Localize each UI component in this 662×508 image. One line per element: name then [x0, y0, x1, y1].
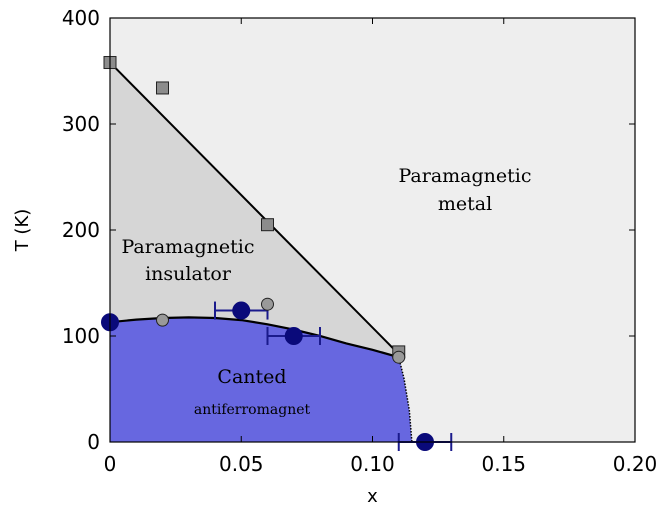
- gray-circle-marker: [156, 313, 169, 327]
- x-tick-label: 0: [104, 452, 117, 476]
- x-axis-label: x: [367, 486, 378, 507]
- square-marker: [156, 81, 169, 95]
- insulator-metal-boundary: [110, 61, 400, 355]
- region-label: antiferromagnet: [194, 402, 311, 418]
- region-label: insulator: [145, 263, 232, 285]
- y-axis-label: T (K): [12, 209, 33, 253]
- x-tick-label: 0.20: [613, 452, 658, 476]
- y-tick-label: 100: [62, 324, 100, 348]
- region-label: metal: [438, 193, 492, 215]
- gray-circle-marker: [261, 297, 274, 311]
- x-tick-label: 0.10: [350, 452, 395, 476]
- gray-circle-marker: [392, 350, 406, 364]
- y-tick-label: 200: [62, 218, 100, 242]
- y-tick-label: 300: [62, 112, 100, 136]
- y-tick-label: 400: [62, 6, 100, 30]
- region-label: Paramagnetic: [121, 236, 254, 258]
- y-tick-label: 0: [87, 430, 100, 454]
- canted-afm-region: [110, 317, 412, 442]
- x-tick-label: 0.05: [219, 452, 264, 476]
- x-tick-label: 0.15: [481, 452, 526, 476]
- square-marker: [261, 218, 274, 232]
- afm-dotted-boundary: [397, 357, 413, 442]
- navy-circle-marker: [232, 301, 251, 320]
- region-label: Paramagnetic: [398, 165, 531, 187]
- region-label: Canted: [217, 366, 286, 388]
- navy-circle-marker: [284, 327, 303, 345]
